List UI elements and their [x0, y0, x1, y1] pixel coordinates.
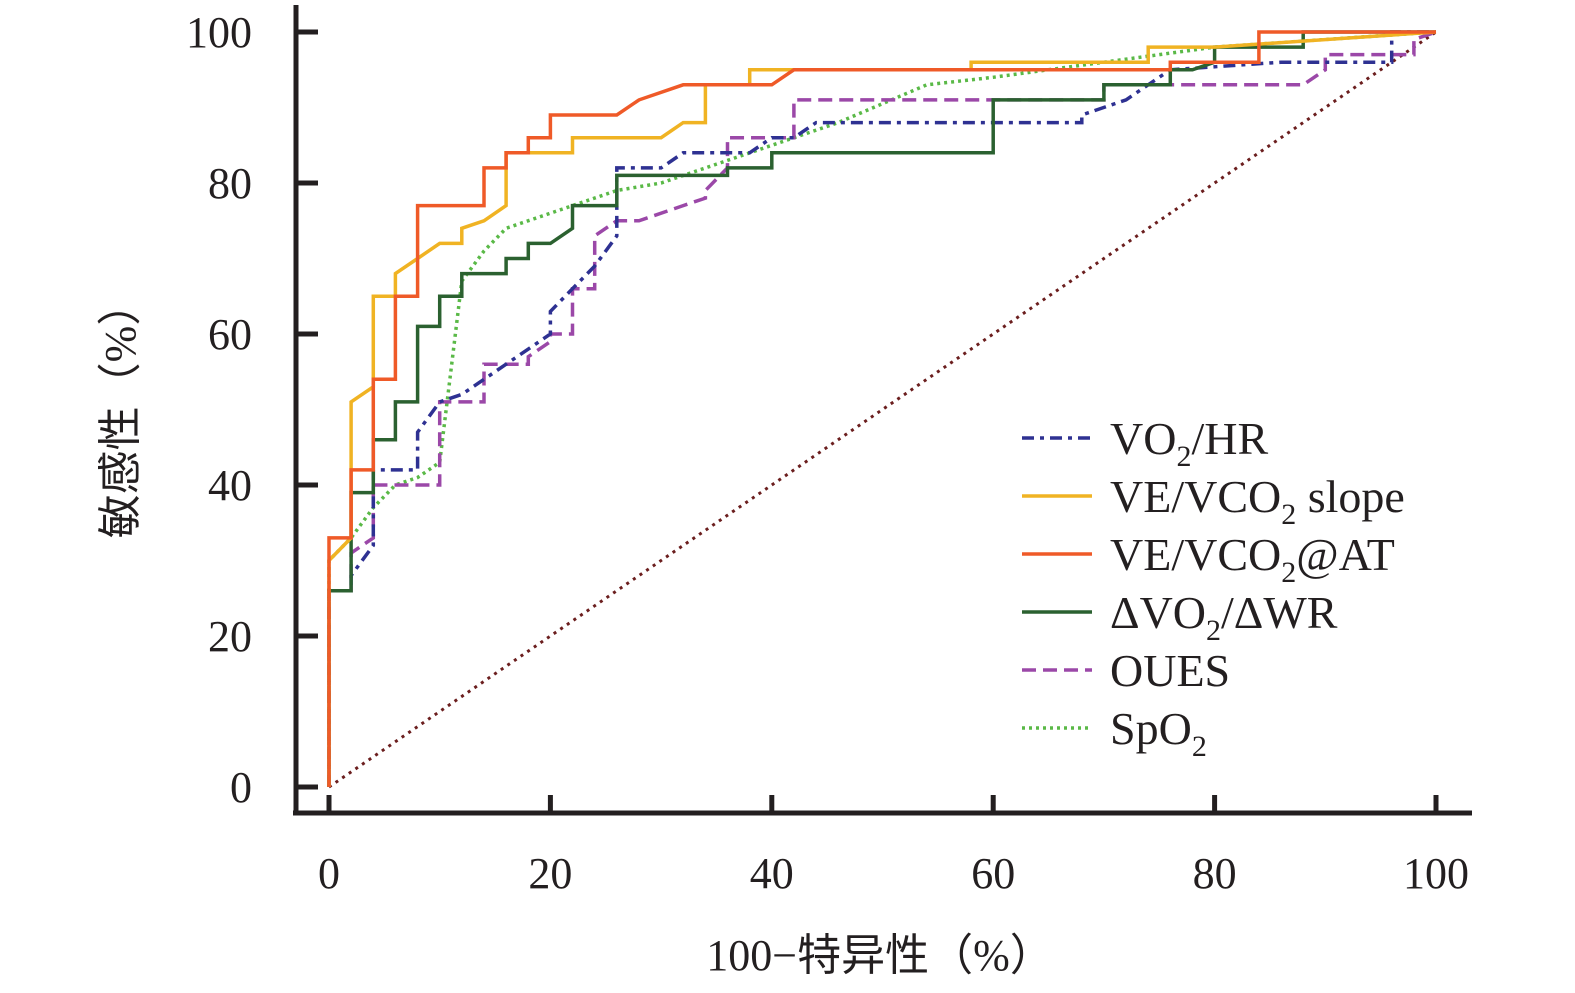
- x-tick-label: 60: [971, 849, 1015, 898]
- y-tick-label: 100: [186, 8, 252, 57]
- x-tick-label: 80: [1193, 849, 1237, 898]
- legend-label: VE/VCO2 slope: [1110, 471, 1405, 531]
- legend-item: VO2/HR: [1022, 413, 1268, 473]
- legend-label: OUES: [1110, 645, 1230, 696]
- series-line-vo2-wr: [327, 30, 1436, 787]
- y-tick-label: 40: [208, 461, 252, 510]
- plot-area: [327, 30, 1437, 789]
- reference-diagonal-line: [328, 30, 1437, 789]
- x-tick-label: 40: [750, 849, 794, 898]
- series-line-ve-vco2-at: [327, 30, 1436, 787]
- x-tick-label: 20: [528, 849, 572, 898]
- y-tick-label: 20: [208, 612, 252, 661]
- x-tick-label: 100: [1403, 849, 1469, 898]
- series-line-vo2-hr: [327, 30, 1436, 787]
- legend-label: VO2/HR: [1110, 413, 1268, 473]
- legend-label: ΔVO2/ΔWR: [1110, 587, 1338, 647]
- series-line-oues: [327, 30, 1437, 787]
- y-ticks: 0 20 40 60 80 100: [186, 8, 318, 812]
- legend-item: OUES: [1022, 645, 1230, 696]
- y-tick-label: 0: [230, 763, 252, 812]
- x-ticks: 0 20 40 60 80 100: [318, 795, 1469, 898]
- legend-label: SpO2: [1110, 703, 1207, 763]
- legend-item: VE/VCO2 slope: [1022, 471, 1405, 531]
- legend-label: VE/VCO2@AT: [1110, 529, 1395, 589]
- y-axis-title: 敏感性（%）: [96, 282, 145, 539]
- y-tick-label: 60: [208, 310, 252, 359]
- axes: [293, 5, 1472, 816]
- legend-item: ΔVO2/ΔWR: [1022, 587, 1338, 647]
- series-line-spo2: [327, 30, 1437, 787]
- y-tick-label: 80: [208, 159, 252, 208]
- x-tick-label: 0: [318, 849, 340, 898]
- legend-item: VE/VCO2@AT: [1022, 529, 1395, 589]
- legend-item: SpO2: [1022, 703, 1207, 763]
- x-axis-title: 100−特异性（%）: [706, 931, 1053, 980]
